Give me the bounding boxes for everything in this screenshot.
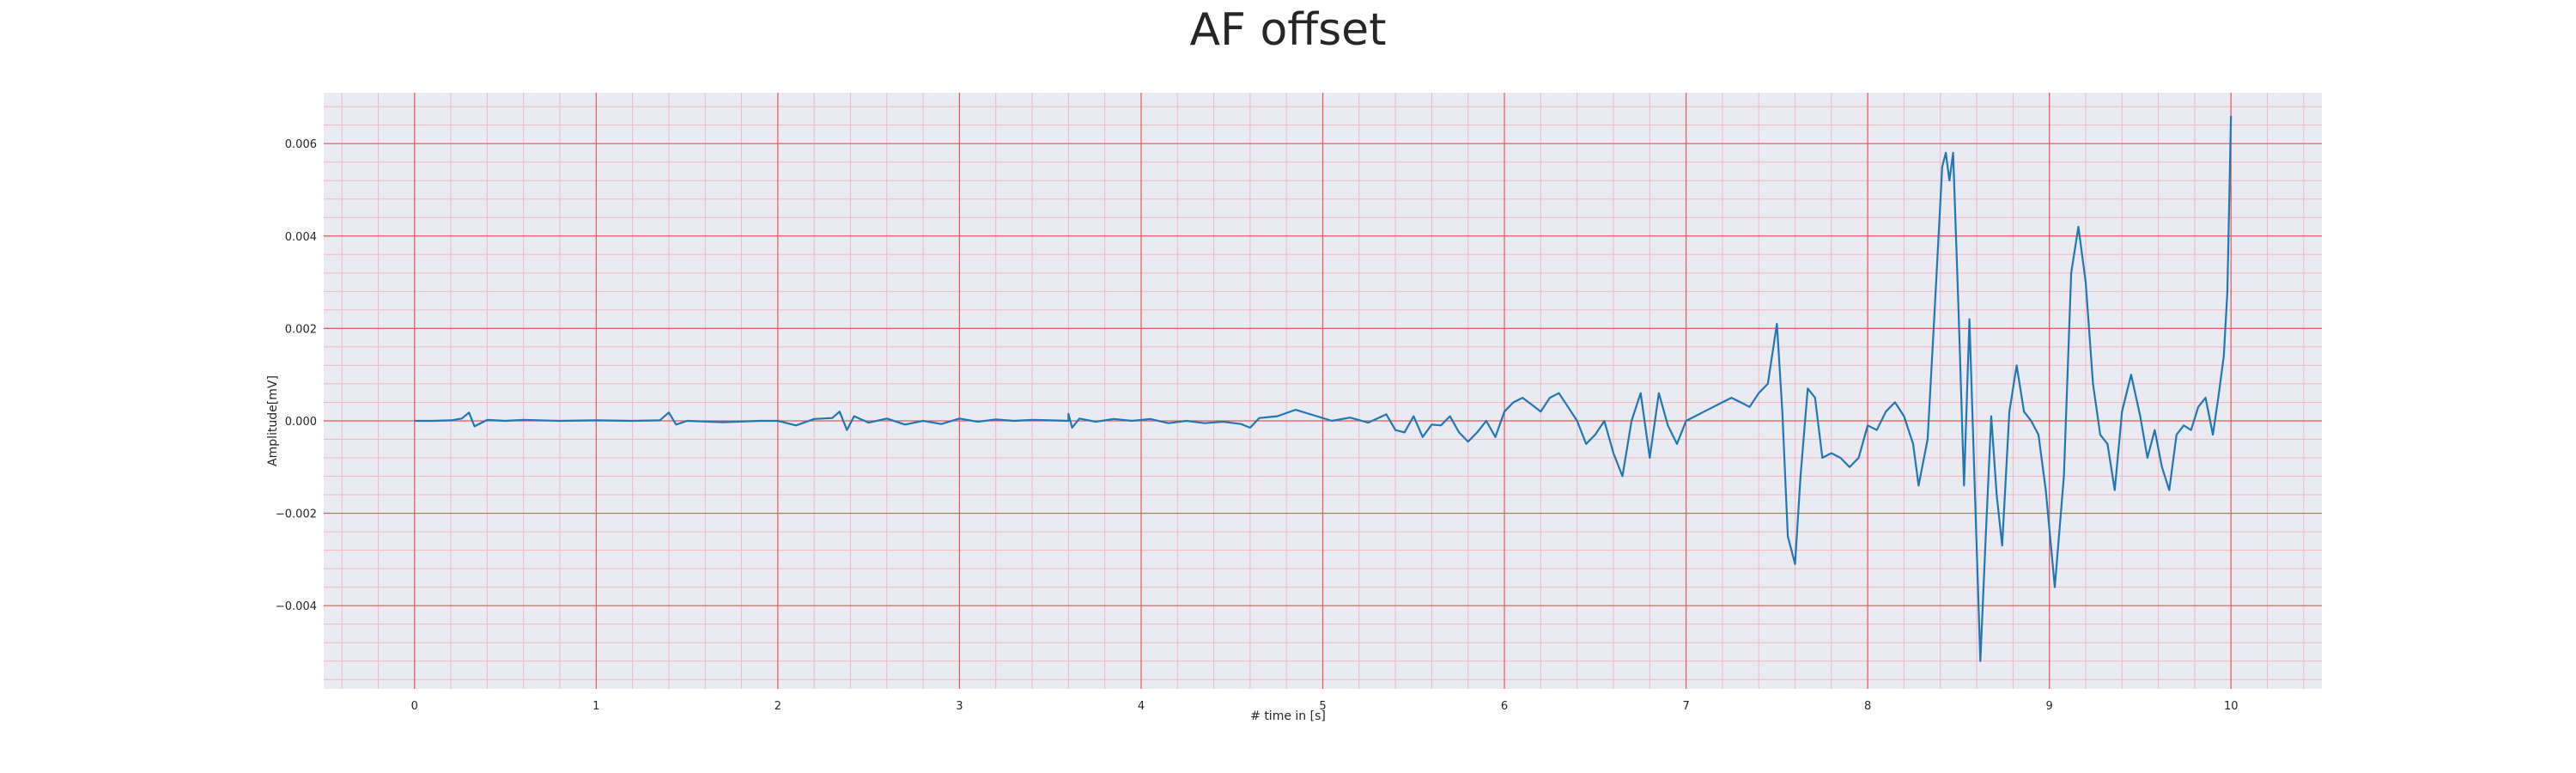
x-tick-label: 2 — [775, 700, 781, 713]
x-tick-label: 8 — [1864, 700, 1871, 713]
y-tick-label: 0.000 — [285, 416, 317, 429]
y-tick-label: 0.004 — [285, 231, 317, 244]
series-line — [414, 115, 2233, 662]
x-tick-label: 7 — [1682, 700, 1689, 713]
x-tick-label: 4 — [1138, 700, 1145, 713]
y-tick-label: −0.004 — [276, 600, 317, 613]
chart-title: AF offset — [1189, 4, 1387, 56]
x-axis-ticks: 0 1 2 3 4 5 6 7 8 9 10 — [411, 700, 2239, 713]
y-axis-label: Amplitude[mV] — [266, 375, 280, 466]
x-tick-label: 1 — [592, 700, 599, 713]
x-tick-label: 3 — [956, 700, 963, 713]
x-tick-label: 6 — [1501, 700, 1508, 713]
y-tick-label: −0.002 — [276, 508, 317, 521]
major-grid — [324, 93, 2322, 689]
x-tick-label: 10 — [2224, 700, 2239, 713]
y-tick-label: 0.006 — [285, 138, 317, 151]
x-tick-label: 0 — [411, 700, 418, 713]
x-tick-label: 5 — [1319, 700, 1326, 713]
y-tick-label: 0.002 — [285, 323, 317, 336]
x-axis-label: # time in [s] — [1250, 709, 1326, 723]
x-tick-label: 9 — [2046, 700, 2053, 713]
y-axis-ticks: −0.004 −0.002 0.000 0.002 0.004 0.006 — [276, 138, 317, 613]
